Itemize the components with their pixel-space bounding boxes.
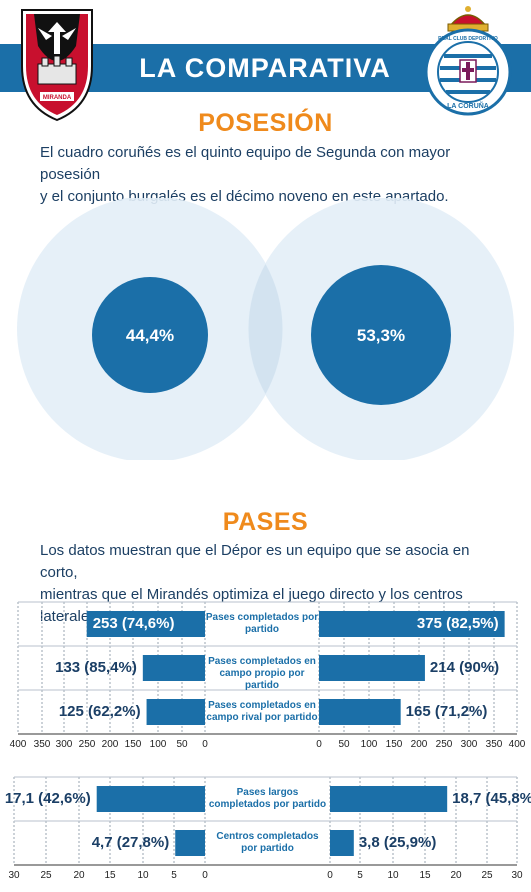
mirandes-crest-text: MIRANDA: [43, 95, 72, 101]
category-label-line: campo rival por partido: [206, 712, 318, 723]
left-tick-label: 400: [9, 739, 27, 750]
posesion-title: POSESIÓN: [198, 109, 333, 137]
category-label-line: Pases completados por: [205, 612, 319, 623]
right-possession-value: 53,3%: [357, 326, 405, 345]
category-label: Centros completados por partido: [203, 831, 332, 855]
right-bar: [319, 611, 505, 637]
right-bar-label: 214 (90%): [429, 659, 500, 676]
right-bar-label: 18,7 (45,8%): [452, 790, 531, 807]
chart-canvas: [13, 776, 518, 866]
right-tick-label: 5: [357, 870, 363, 881]
deportivo-crest-text-top: REAL CLUB DEPORTIVO: [438, 36, 498, 42]
right-tick-label: 50: [338, 739, 350, 750]
left-bar: [142, 655, 205, 681]
pases-text-line1: Los datos muestran que el Dépor es un eq…: [40, 542, 470, 581]
right-bar-label: 375 (82,5%): [416, 615, 499, 632]
page-title: LA COMPARATIVA: [139, 52, 391, 83]
left-bar-label: 253 (74,6%): [92, 615, 175, 632]
right-tick-label: 0: [316, 739, 322, 750]
left-tick-label: 30: [8, 870, 20, 881]
deportivo-crest-icon: REAL CLUB DEPORTIVO LA CORUÑA: [424, 6, 512, 116]
category-label-line: campo propio por partido: [219, 668, 305, 691]
category-label-line: Pases completados en: [208, 656, 316, 667]
left-bar-label: 133 (85,4%): [55, 659, 137, 676]
left-tick-label: 0: [202, 870, 208, 881]
left-bar-label: 4,7 (27,8%): [91, 834, 170, 851]
posesion-venn: 44,4% 53,3%: [17, 198, 514, 460]
left-inner-circle: [92, 277, 208, 393]
pases-description: Los datos muestran que el Dépor es un eq…: [40, 540, 510, 628]
left-bar-label: 17,1 (42,6%): [4, 790, 91, 807]
long-passes-chart: 17,1 (42,6%) 18,7 (45,8%) Pases largos comp…: [0, 773, 531, 892]
right-tick-label: 25: [481, 870, 493, 881]
category-label-line: Pases largos: [236, 787, 299, 798]
overlap-region: [248, 264, 283, 394]
left-tick-label: 10: [137, 870, 149, 881]
mirandes-crest-icon: MIRANDA: [21, 9, 93, 122]
right-tick-label: 20: [450, 870, 462, 881]
left-tick-label: 350: [33, 739, 51, 750]
left-tick-label: 150: [124, 739, 142, 750]
left-tick-label: 0: [202, 739, 208, 750]
left-tick-label: 15: [104, 870, 116, 881]
left-bar: [146, 699, 205, 725]
right-tick-label: 10: [387, 870, 399, 881]
right-tick-label: 250: [435, 739, 453, 750]
category-label-line: Pases completados en: [208, 700, 316, 711]
category-label-line: partido: [245, 624, 279, 635]
left-tick-label: 50: [176, 739, 188, 750]
right-tick-label: 200: [410, 739, 428, 750]
right-tick-label: 100: [360, 739, 378, 750]
left-bar: [175, 830, 205, 856]
right-tick-label: 350: [485, 739, 503, 750]
right-tick-label: 150: [385, 739, 403, 750]
right-bar: [330, 786, 448, 812]
category-label-line: completados por partido: [208, 799, 327, 810]
pases-title: PASES: [222, 508, 309, 536]
left-tick-label: 20: [73, 870, 85, 881]
left-bar: [86, 611, 205, 637]
left-tick-label: 250: [78, 739, 96, 750]
left-tick-label: 5: [171, 870, 177, 881]
right-tick-label: 300: [460, 739, 478, 750]
category-label-line: Centros completados: [216, 831, 319, 842]
right-bar-label: 165 (71,2%): [405, 703, 488, 720]
right-bar: [319, 655, 425, 681]
right-tick-label: 400: [508, 739, 526, 750]
right-bar: [330, 830, 354, 856]
left-bar-label: 125 (62,2%): [58, 703, 141, 720]
right-tick-label: 0: [327, 870, 333, 881]
left-tick-label: 25: [40, 870, 52, 881]
left-tick-label: 100: [149, 739, 167, 750]
right-tick-label: 30: [511, 870, 523, 881]
category-label: Pases completados en campo rival por part…: [203, 700, 321, 724]
left-tick-label: 200: [101, 739, 119, 750]
category-label: Pases completados en campo propio por par…: [203, 656, 321, 692]
category-label: Pases largos completados por partido: [203, 787, 332, 811]
right-inner-circle: [311, 265, 451, 405]
passes-chart: 253 (74,6%) 375 (82,5%) Pases completados …: [0, 598, 531, 750]
chart-canvas: [17, 601, 518, 735]
category-label: Pases completados por partido: [203, 612, 321, 636]
right-tick-label: 15: [419, 870, 431, 881]
left-possession-value: 44,4%: [126, 326, 174, 345]
right-bar-label: 3,8 (25,9%): [358, 834, 437, 851]
category-label-line: por partido: [241, 843, 294, 854]
left-tick-label: 300: [55, 739, 73, 750]
pases-text-line2: mientras que el Mirandés optimiza el jue…: [40, 586, 463, 625]
right-bar: [319, 699, 401, 725]
deportivo-crest-text-bottom: LA CORUÑA: [447, 101, 489, 110]
posesion-text-line1: El cuadro coruñés es el quinto equipo de…: [40, 144, 451, 183]
left-bar: [96, 786, 205, 812]
